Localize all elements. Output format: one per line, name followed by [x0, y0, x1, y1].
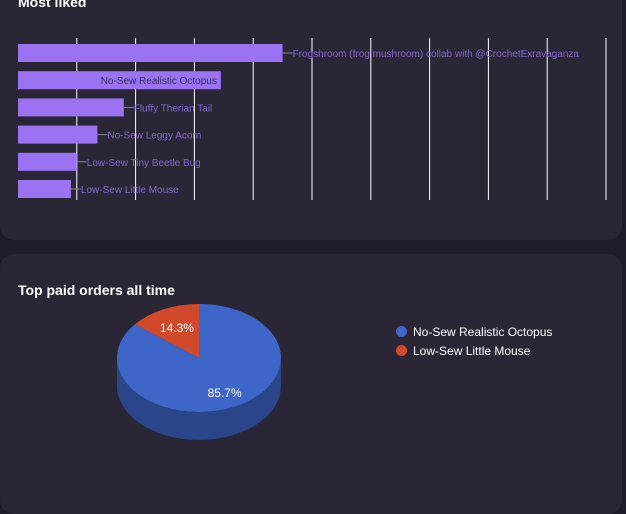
top-paid-orders-card: Top paid orders all time 14.3% 85.7% No-S… [0, 254, 622, 514]
pie-slice [134, 304, 199, 358]
bar [18, 44, 283, 62]
bar [18, 180, 71, 198]
pie-value-label: 85.7% [208, 386, 242, 400]
most-liked-card: Most liked Frogshroom (frog mushroom) co… [0, 0, 622, 240]
bar [18, 152, 77, 171]
pie-slice-side [117, 358, 281, 440]
top-paid-orders-title: Top paid orders all time [18, 282, 175, 298]
bar-label: Low-Sew Little Mouse [81, 185, 179, 196]
top-paid-orders-pie-chart: 14.3% 85.7% [117, 304, 282, 440]
bar [18, 125, 98, 144]
most-liked-title: Most liked [18, 0, 87, 10]
legend-item[interactable]: Low-Sew Little Mouse [396, 341, 552, 360]
bar [18, 98, 124, 117]
pie-legend: No-Sew Realistic Octopus Low-Sew Little … [396, 322, 552, 360]
most-liked-bar-chart: Frogshroom (frog mushroom) collab with @… [18, 38, 607, 200]
bar-label: No-Sew Realistic Octopus [101, 76, 217, 87]
bar [18, 71, 221, 90]
legend-label: Low-Sew Little Mouse [413, 343, 531, 358]
bar-label: Frogshroom (frog mushroom) collab with @… [293, 49, 580, 60]
pie-value-label: 14.3% [160, 321, 194, 335]
legend-item[interactable]: No-Sew Realistic Octopus [396, 322, 552, 341]
pie-slice [117, 304, 282, 412]
legend-swatch [396, 345, 407, 356]
legend-label: No-Sew Realistic Octopus [413, 324, 553, 339]
bar-label: Low-Sew Tiny Beetle Bug [87, 158, 201, 169]
bar-label: Fluffy Therian Tail [134, 103, 212, 114]
legend-swatch [396, 326, 407, 337]
bar-label: No-Sew Leggy Acorn [107, 131, 201, 142]
